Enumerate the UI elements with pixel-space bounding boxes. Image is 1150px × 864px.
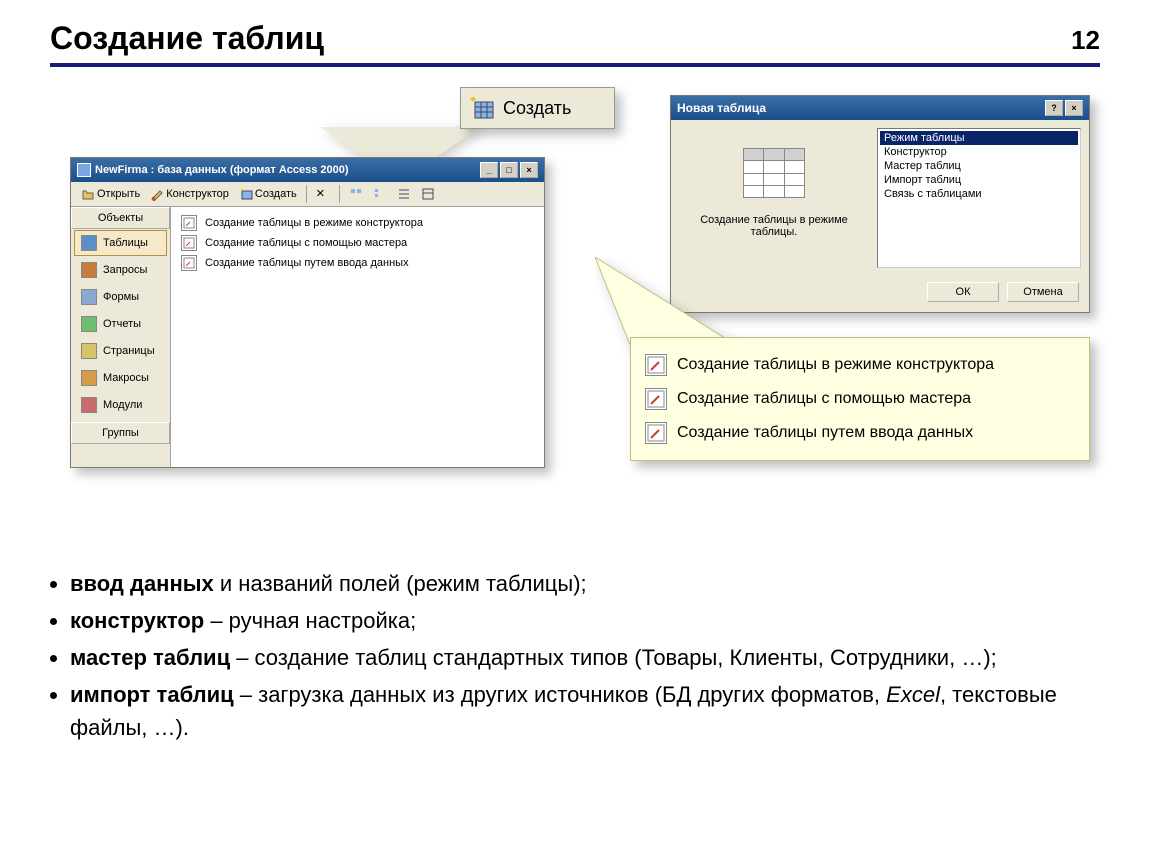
dialog-list-item[interactable]: Связь с таблицами xyxy=(880,187,1078,201)
toolbar-create-label: Создать xyxy=(255,188,297,200)
wizard-icon xyxy=(645,422,667,444)
bullet-item: мастер таблиц – создание таблиц стандарт… xyxy=(70,641,1100,674)
list-icon xyxy=(397,187,411,201)
bullet-item: ввод данных и названий полей (режим табл… xyxy=(70,567,1100,600)
dialog-preview-text: Создание таблицы в режиме таблицы. xyxy=(679,214,869,238)
dialog-preview: Создание таблицы в режиме таблицы. xyxy=(679,128,869,268)
callout-item: Создание таблицы в режиме конструктора xyxy=(641,348,1079,382)
toolbar-separator xyxy=(339,185,340,203)
callout-item-label: Создание таблицы в режиме конструктора xyxy=(677,356,994,374)
sidebar-item-pages[interactable]: Страницы xyxy=(74,338,167,364)
dialog-close-button[interactable]: × xyxy=(1065,100,1083,116)
cancel-button[interactable]: Отмена xyxy=(1007,282,1079,302)
toolbar-view2[interactable] xyxy=(369,185,391,203)
callout-item: Создание таблицы с помощью мастера xyxy=(641,382,1079,416)
list-item-label: Создание таблицы в режиме конструктора xyxy=(205,217,423,229)
maximize-button[interactable]: □ xyxy=(500,162,518,178)
title-underline xyxy=(50,63,1100,67)
details-icon xyxy=(421,187,435,201)
sidebar-item-label: Запросы xyxy=(103,264,147,276)
list-item[interactable]: Создание таблицы с помощью мастера xyxy=(177,233,538,253)
bullet-list: ввод данных и названий полей (режим табл… xyxy=(50,567,1100,744)
callout-item-label: Создание таблицы с помощью мастера xyxy=(677,390,971,408)
db-list: Создание таблицы в режиме конструктора С… xyxy=(171,207,544,467)
access-db-window: NewFirma : база данных (формат Access 20… xyxy=(70,157,545,468)
bullet-item: импорт таблиц – загрузка данных из други… xyxy=(70,678,1100,744)
tables-icon xyxy=(81,235,97,251)
sidebar-item-label: Отчеты xyxy=(103,318,141,330)
pages-icon xyxy=(81,343,97,359)
sidebar-item-forms[interactable]: Формы xyxy=(74,284,167,310)
dialog-list[interactable]: Режим таблицы Конструктор Мастер таблиц … xyxy=(877,128,1081,268)
sidebar-header-objects[interactable]: Объекты xyxy=(71,207,170,229)
create-button-callout: Создать xyxy=(460,87,615,129)
sidebar-item-reports[interactable]: Отчеты xyxy=(74,311,167,337)
macros-icon xyxy=(81,370,97,386)
db-toolbar: Открыть Конструктор Создать ✕ xyxy=(71,182,544,207)
create-icon xyxy=(239,187,253,201)
slide-number: 12 xyxy=(1071,25,1100,56)
db-window-icon xyxy=(77,163,91,177)
minimize-button[interactable]: _ xyxy=(480,162,498,178)
toolbar-view3[interactable] xyxy=(393,185,415,203)
dialog-help-button[interactable]: ? xyxy=(1045,100,1063,116)
db-titlebar: NewFirma : база данных (формат Access 20… xyxy=(71,158,544,182)
slide-title: Создание таблиц xyxy=(50,20,324,57)
sidebar-item-label: Макросы xyxy=(103,372,149,384)
toolbar-design[interactable]: Конструктор xyxy=(146,185,233,203)
sidebar-item-modules[interactable]: Модули xyxy=(74,392,167,418)
dialog-list-item[interactable]: Режим таблицы xyxy=(880,131,1078,145)
wizard-icon xyxy=(645,354,667,376)
sidebar-item-label: Модули xyxy=(103,399,142,411)
close-button[interactable]: × xyxy=(520,162,538,178)
sidebar-item-label: Формы xyxy=(103,291,139,303)
sidebar-item-tables[interactable]: Таблицы xyxy=(74,230,167,256)
queries-icon xyxy=(81,262,97,278)
sidebar-item-label: Таблицы xyxy=(103,237,148,249)
dialog-list-item[interactable]: Конструктор xyxy=(880,145,1078,159)
toolbar-design-label: Конструктор xyxy=(166,188,229,200)
toolbar-view1[interactable] xyxy=(345,185,367,203)
dialog-list-item[interactable]: Импорт таблиц xyxy=(880,173,1078,187)
modules-icon xyxy=(81,397,97,413)
delete-icon: ✕ xyxy=(316,187,330,201)
ok-button[interactable]: ОК xyxy=(927,282,999,302)
toolbar-separator xyxy=(306,185,307,203)
forms-icon xyxy=(81,289,97,305)
sidebar-item-macros[interactable]: Макросы xyxy=(74,365,167,391)
db-sidebar: Объекты Таблицы Запросы Формы Отчеты xyxy=(71,207,171,467)
small-icons-icon xyxy=(373,187,387,201)
dialog-title: Новая таблица xyxy=(677,101,766,115)
bullet-item: конструктор – ручная настройка; xyxy=(70,604,1100,637)
toolbar-create[interactable]: Создать xyxy=(235,185,301,203)
dialog-titlebar: Новая таблица ? × xyxy=(671,96,1089,120)
toolbar-open[interactable]: Открыть xyxy=(77,185,144,203)
sidebar-item-label: Страницы xyxy=(103,345,155,357)
large-icons-icon xyxy=(349,187,363,201)
list-item[interactable]: Создание таблицы путем ввода данных xyxy=(177,253,538,273)
wizard-icon xyxy=(645,388,667,410)
design-icon xyxy=(150,187,164,201)
db-window-title: NewFirma : база данных (формат Access 20… xyxy=(95,164,349,176)
dialog-list-item[interactable]: Мастер таблиц xyxy=(880,159,1078,173)
callout-item: Создание таблицы путем ввода данных xyxy=(641,416,1079,450)
yellow-callout: Создание таблицы в режиме конструктора С… xyxy=(630,337,1090,461)
preview-grid-icon xyxy=(743,148,805,198)
list-item-label: Создание таблицы с помощью мастера xyxy=(205,237,407,249)
list-item[interactable]: Создание таблицы в режиме конструктора xyxy=(177,213,538,233)
toolbar-open-label: Открыть xyxy=(97,188,140,200)
toolbar-view4[interactable] xyxy=(417,185,439,203)
open-icon xyxy=(81,187,95,201)
create-new-icon xyxy=(469,96,495,120)
wizard-icon xyxy=(181,215,197,231)
create-button-label: Создать xyxy=(503,98,571,119)
sidebar-header-groups[interactable]: Группы xyxy=(71,422,170,444)
callout-item-label: Создание таблицы путем ввода данных xyxy=(677,424,973,442)
toolbar-delete[interactable]: ✕ xyxy=(312,185,334,203)
reports-icon xyxy=(81,316,97,332)
wizard-icon xyxy=(181,235,197,251)
list-item-label: Создание таблицы путем ввода данных xyxy=(205,257,409,269)
wizard-icon xyxy=(181,255,197,271)
sidebar-item-queries[interactable]: Запросы xyxy=(74,257,167,283)
